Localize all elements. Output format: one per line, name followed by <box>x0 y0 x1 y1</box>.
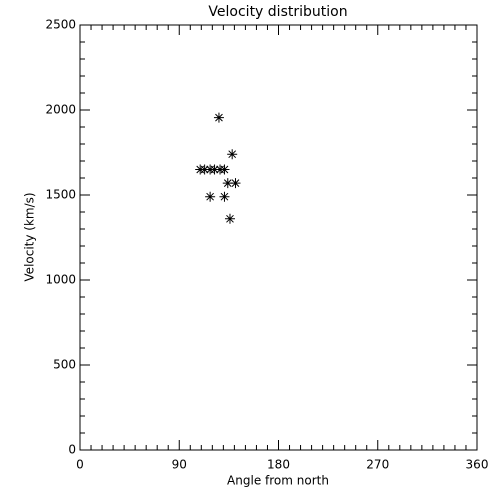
y-tick-label: 1500 <box>45 188 76 202</box>
plot-frame <box>79 24 478 451</box>
point <box>205 191 216 202</box>
x-tick-label: 270 <box>366 458 389 472</box>
point <box>209 164 220 175</box>
y-tick-label: 2000 <box>45 103 76 117</box>
y-axis-label: Velocity (km/s) <box>23 192 37 281</box>
x-axis-label: Angle from north <box>227 474 329 488</box>
chart-title: Velocity distribution <box>208 4 347 20</box>
point <box>219 164 230 175</box>
x-tick-label: 360 <box>466 458 489 472</box>
y-tick-label: 1000 <box>45 273 76 287</box>
x-tick-label: 90 <box>172 458 187 472</box>
point <box>230 178 241 189</box>
point <box>199 164 210 175</box>
point <box>222 178 233 189</box>
point <box>219 191 230 202</box>
point <box>227 149 238 160</box>
x-tick-label: 0 <box>76 458 84 472</box>
point <box>213 112 224 123</box>
y-tick-label: 500 <box>53 358 76 372</box>
point <box>224 213 235 224</box>
y-tick-label: 2500 <box>45 18 76 32</box>
y-tick-label: 0 <box>68 443 76 457</box>
x-tick-label: 180 <box>267 458 290 472</box>
